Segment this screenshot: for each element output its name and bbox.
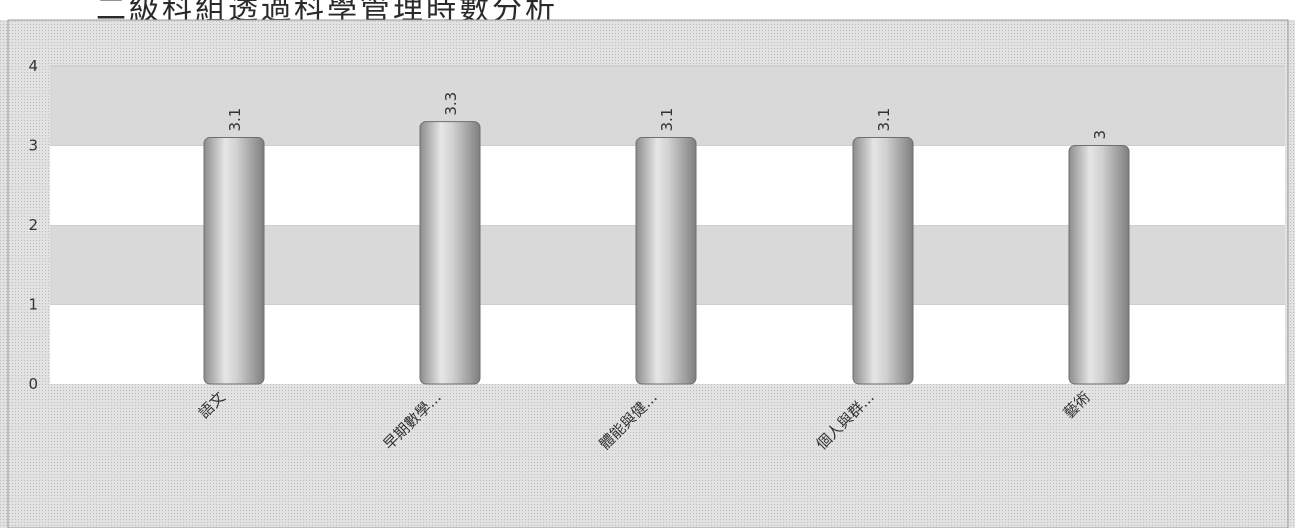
data-label: 3.1 bbox=[226, 108, 244, 132]
bar bbox=[203, 137, 265, 385]
y-tick-label: 1 bbox=[28, 296, 38, 314]
bar bbox=[635, 137, 697, 385]
data-label: 3.1 bbox=[875, 108, 893, 132]
data-label: 3.3 bbox=[442, 92, 460, 116]
plot-band bbox=[50, 66, 1285, 146]
y-tick-label: 3 bbox=[28, 137, 38, 155]
bar bbox=[852, 137, 914, 385]
chart-frame-border bbox=[7, 19, 1289, 528]
y-tick-label: 0 bbox=[28, 375, 38, 393]
bar bbox=[1068, 145, 1130, 385]
bar bbox=[419, 121, 481, 385]
y-tick-label: 4 bbox=[28, 57, 38, 75]
y-tick-label: 2 bbox=[28, 216, 38, 234]
data-label: 3 bbox=[1091, 130, 1109, 140]
data-label: 3.1 bbox=[658, 108, 676, 132]
